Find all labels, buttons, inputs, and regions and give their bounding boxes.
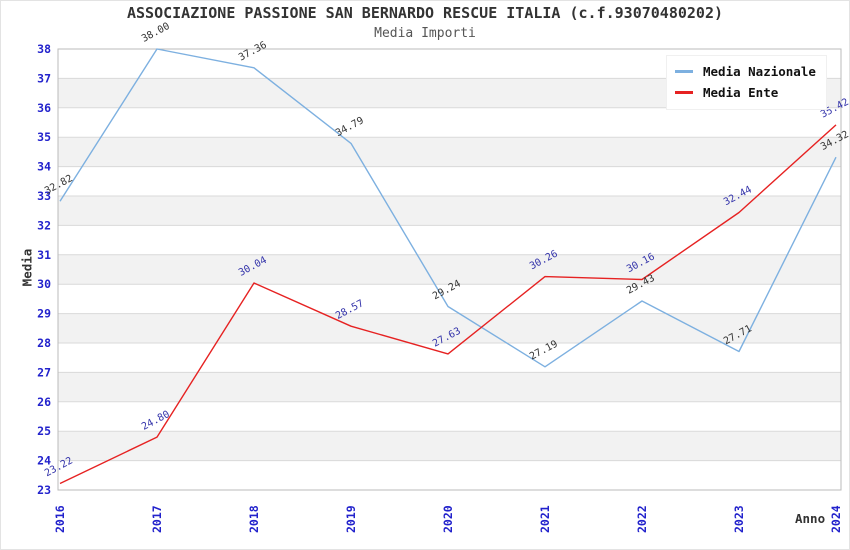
background-band: [58, 313, 841, 343]
y-tick-label: 27: [37, 365, 51, 379]
y-tick-label: 25: [37, 424, 51, 438]
y-tick-label: 29: [37, 307, 51, 321]
chart-subtitle: Media Importi: [374, 26, 476, 41]
y-tick-label: 31: [37, 248, 51, 262]
background-band: [58, 196, 841, 226]
data-point-label: 24.80: [140, 409, 172, 433]
legend-swatch-blue-line-icon: [675, 70, 693, 73]
y-tick-label: 34: [37, 160, 51, 174]
x-axis-title: Anno: [795, 511, 826, 526]
x-tick-label: 2024: [829, 505, 843, 533]
x-tick-label: 2022: [635, 505, 649, 533]
background-band: [58, 137, 841, 167]
y-tick-label: 23: [37, 483, 51, 497]
chart-title: ASSOCIAZIONE PASSIONE SAN BERNARDO RESCU…: [126, 4, 724, 22]
x-tick-label: 2016: [53, 505, 67, 533]
legend-label-media-ente: Media Ente: [703, 85, 779, 100]
y-tick-label: 35: [37, 130, 51, 144]
y-tick-label: 33: [37, 189, 51, 203]
y-tick-label: 26: [37, 395, 51, 409]
series-line-media-nazionale: [59, 48, 837, 368]
x-tick-label: 2021: [538, 505, 552, 533]
series-line-media-ente: [59, 124, 837, 485]
data-point-label: 37.36: [237, 40, 269, 64]
y-tick-label: 37: [37, 71, 51, 85]
background-band: [58, 254, 841, 285]
x-tick-label: 2023: [732, 505, 746, 533]
y-tick-label: 28: [37, 336, 51, 350]
data-point-label: 32.82: [43, 173, 75, 197]
y-tick-label: 30: [37, 277, 51, 291]
data-point-label: 34.79: [334, 115, 366, 139]
y-tick-label: 24: [37, 454, 51, 468]
x-tick-label: 2019: [344, 505, 358, 533]
legend-label-media-nazionale: Media Nazionale: [703, 64, 816, 79]
y-tick-label: 32: [37, 218, 51, 232]
x-tick-label: 2018: [247, 505, 261, 533]
background-band: [58, 431, 841, 461]
legend-item-media-nazionale: Media Nazionale: [675, 61, 816, 82]
y-tick-label: 36: [37, 101, 51, 115]
background-band: [58, 372, 841, 402]
plot-border: [57, 48, 842, 491]
legend-swatch-red-line-icon: [675, 91, 693, 94]
x-tick-label: 2020: [441, 505, 455, 533]
x-tick-label: 2017: [150, 505, 164, 533]
data-point-label: 38.00: [140, 21, 172, 45]
y-axis-title: Media: [19, 248, 35, 287]
y-tick-label: 38: [37, 42, 51, 56]
legend: Media Nazionale Media Ente: [666, 55, 827, 110]
legend-item-media-ente: Media Ente: [675, 82, 816, 103]
